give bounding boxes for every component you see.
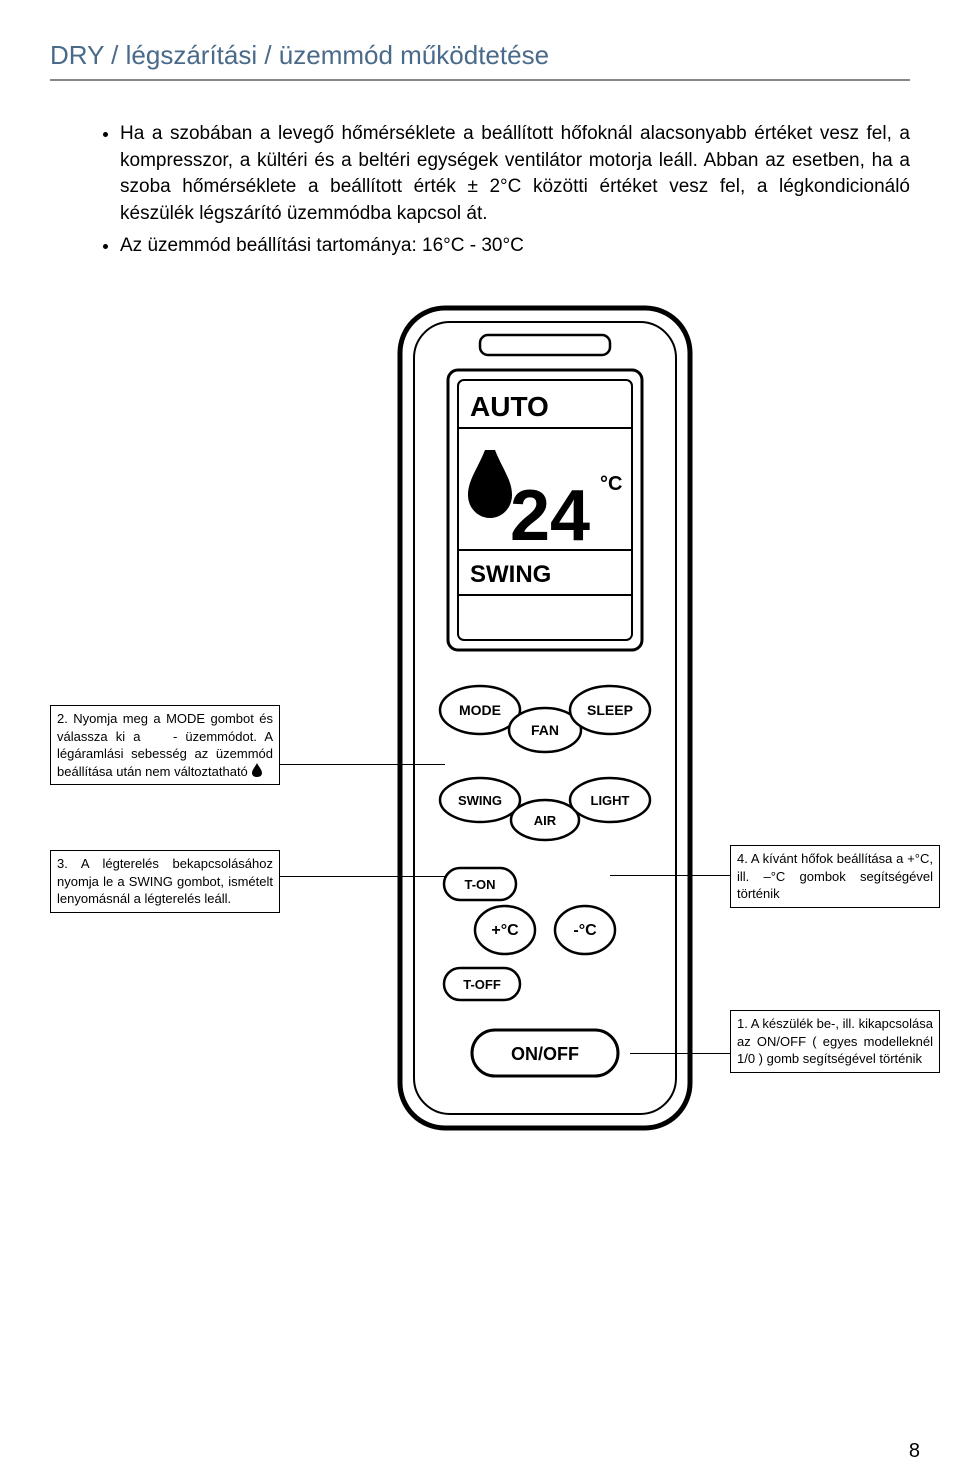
ton-button-label: T-ON [464,877,495,892]
page-title: DRY / légszárítási / üzemmód működtetése [50,40,910,71]
sleep-button-label: SLEEP [587,702,633,718]
fan-button-label: FAN [531,722,559,738]
mode-button-label: MODE [459,702,501,718]
remote-control-illustration: AUTO 24 °C SWING MODE FAN SLEEP SWING AI… [390,300,700,1140]
callout-text: 2. Nyomja meg a MODE gombot és válassza … [57,711,273,779]
lead-line [630,1053,730,1055]
lead-line [610,875,730,877]
svg-text:24: 24 [510,476,590,556]
lead-line [280,876,445,878]
callout-box-2: 2. Nyomja meg a MODE gombot és válassza … [50,705,280,785]
light-button-label: LIGHT [591,793,630,808]
svg-text:°C: °C [600,473,622,495]
callout-box-3: 3. A légterelés bekapcsolásához nyomja l… [50,850,280,913]
callout-box-1: 1. A készülék be-, ill. kikapcsolása az … [730,1010,940,1073]
callout-box-4: 4. A kívánt hőfok beállítása a +°C, ill.… [730,845,940,908]
toff-button-label: T-OFF [463,977,501,992]
bullet-item: Ha a szobában a levegő hőmérséklete a be… [120,121,910,227]
lead-line [280,764,445,766]
minus-c-button-label: -°C [573,922,597,939]
drop-icon [251,763,263,777]
page-number: 8 [909,1440,920,1463]
onoff-button-label: ON/OFF [511,1044,579,1064]
air-button-label: AIR [534,813,557,828]
bullet-item: Az üzemmód beállítási tartománya: 16°C -… [120,233,910,260]
diagram-area: AUTO 24 °C SWING MODE FAN SLEEP SWING AI… [50,300,910,1170]
plus-c-button-label: +°C [491,922,519,939]
lcd-auto-label: AUTO [470,391,549,422]
lcd-swing-label: SWING [470,561,551,588]
swing-button-label: SWING [458,793,502,808]
bullet-list: Ha a szobában a levegő hőmérséklete a be… [120,121,910,260]
title-rule [50,79,910,81]
